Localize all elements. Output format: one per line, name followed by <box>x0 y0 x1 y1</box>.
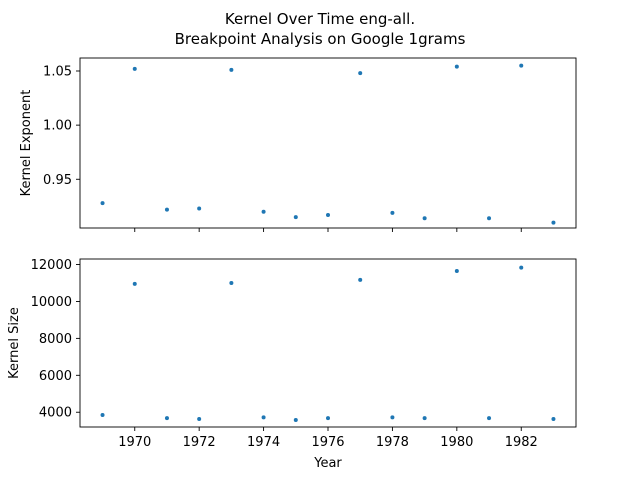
data-point <box>229 281 234 285</box>
chart-title-line-2: Breakpoint Analysis on Google 1grams <box>175 30 466 48</box>
data-point <box>390 210 395 215</box>
data-point <box>326 213 330 218</box>
axes-frame <box>79 57 577 229</box>
data-point <box>358 277 363 282</box>
y-tick-label: 10000 <box>31 295 72 310</box>
y-tick-label: 8000 <box>39 332 72 347</box>
data-point <box>454 64 459 69</box>
y-axis-label: Kernel Size <box>7 307 22 379</box>
data-point <box>164 207 169 212</box>
data-point <box>261 209 266 214</box>
x-tick-label: 1970 <box>118 435 151 450</box>
data-point <box>326 416 330 421</box>
data-point <box>293 417 298 422</box>
data-point <box>487 416 492 421</box>
y-tick-label: 1.05 <box>43 64 72 79</box>
x-axis-label: Year <box>313 456 342 471</box>
data-point <box>422 216 427 221</box>
data-point <box>229 67 234 72</box>
data-point <box>261 415 266 420</box>
kernel-size-panel: 1970 1972 1974 1976 1978 1980 1982 4000 6000 8000… <box>7 258 577 471</box>
data-point <box>197 417 202 422</box>
chart-title-line-1: Kernel Over Time eng-all. <box>225 10 415 28</box>
y-axis-label: Kernel Exponent <box>19 90 34 197</box>
x-tick-label: 1982 <box>505 435 538 450</box>
data-point <box>164 416 169 421</box>
data-point <box>422 416 427 421</box>
data-point <box>551 417 556 422</box>
data-point <box>454 269 459 273</box>
data-point <box>132 66 137 71</box>
kernel-exponent-panel: 0.95 1.00 1.05 Kernel Exponent <box>19 57 577 232</box>
data-point <box>100 201 105 206</box>
data-point <box>293 215 298 220</box>
axes-frame <box>79 258 577 428</box>
x-tick-label: 1976 <box>311 435 344 450</box>
y-tick-label: 0.95 <box>43 173 72 188</box>
data-point <box>132 281 137 286</box>
data-point <box>487 216 492 221</box>
data-point <box>519 265 524 270</box>
x-tick-label: 1978 <box>376 435 409 450</box>
data-point <box>100 413 105 417</box>
x-tick-label: 1974 <box>247 435 280 450</box>
data-point <box>519 63 524 68</box>
x-tick-label: 1972 <box>183 435 216 450</box>
y-tick-label: 12000 <box>31 258 72 273</box>
data-point <box>551 220 556 225</box>
y-tick-label: 6000 <box>39 369 72 384</box>
y-tick-label: 1.00 <box>43 119 72 134</box>
data-point <box>390 415 395 420</box>
y-tick-label: 4000 <box>39 406 72 421</box>
data-point <box>358 71 363 76</box>
data-point <box>197 206 202 211</box>
x-tick-label: 1980 <box>440 435 473 450</box>
